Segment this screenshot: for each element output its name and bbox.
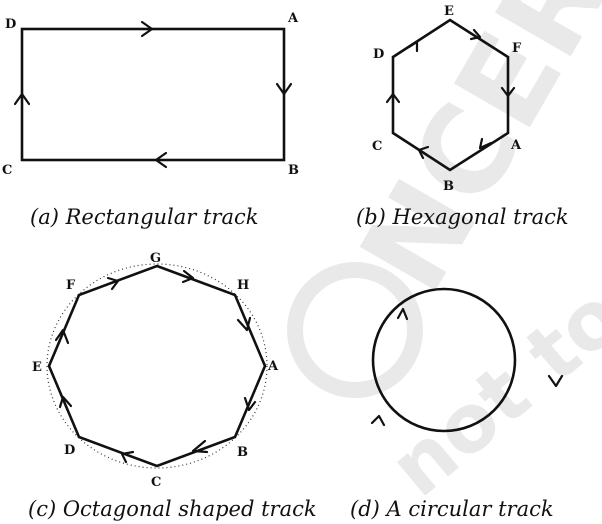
- caption-hexagonal: (b) Hexagonal track: [356, 205, 569, 229]
- vertex-label-b: B: [288, 163, 299, 178]
- octagon-track: [47, 264, 267, 468]
- dotted-reference-circle: [46, 263, 268, 469]
- arrow-top-right: [140, 20, 154, 38]
- hex-vertex-label-e: E: [444, 4, 454, 19]
- arrow-oct-b-c: [191, 439, 209, 454]
- arrow-hex-c-d: [385, 92, 401, 104]
- arrow-circle-left: [370, 414, 386, 427]
- circle-track: [371, 287, 517, 433]
- arrow-oct-e-f: [54, 328, 70, 345]
- arrow-oct-h-a: [236, 316, 252, 332]
- oct-vertex-label-c: C: [151, 475, 161, 490]
- watermark-copyright-ring: [287, 262, 423, 398]
- hex-vertex-label-f: F: [512, 41, 522, 56]
- arrow-hex-e-f: [469, 28, 482, 41]
- hex-vertex-label-d: D: [373, 47, 384, 62]
- oct-vertex-label-h: H: [237, 278, 249, 293]
- vertex-label-a: A: [287, 11, 299, 26]
- arrow-oct-c-d: [120, 450, 135, 464]
- rectangle-track: [20, 27, 286, 162]
- hex-vertex-label-c: C: [372, 139, 382, 154]
- oct-vertex-label-a: A: [267, 359, 279, 374]
- arrow-right-down: [275, 82, 293, 96]
- caption-rectangular: (a) Rectangular track: [30, 205, 258, 229]
- arrow-oct-a-b: [243, 396, 257, 412]
- circular-track-panel: (d) A circular track: [350, 287, 564, 521]
- caption-circular: (d) A circular track: [350, 497, 554, 521]
- arrow-hex-b-c: [417, 145, 430, 160]
- arrow-circle-top: [396, 307, 409, 321]
- hexagonal-track-panel: E F A B C D (b) Hexagonal track: [356, 4, 569, 229]
- oct-vertex-label-e: E: [32, 360, 42, 375]
- rectangular-track-panel: A B C D (a) Rectangular track: [2, 11, 299, 229]
- arrow-bottom-left: [154, 151, 168, 169]
- oct-vertex-label-f: F: [66, 278, 76, 293]
- arrow-hex-a-b: [478, 137, 493, 150]
- arrow-hex-f-a: [500, 86, 516, 98]
- oct-vertex-label-b: B: [237, 445, 248, 460]
- hex-vertex-label-a: A: [510, 138, 522, 153]
- watermark: © NCERT not to be republished: [287, 0, 602, 515]
- hexagon-track: [391, 18, 510, 172]
- arrow-left-up: [13, 92, 31, 106]
- arrow-oct-g-h: [181, 269, 195, 284]
- hex-vertex-label-b: B: [443, 179, 454, 194]
- octagonal-track-panel: G H A B C D E F (c) Octagonal shaped tra…: [28, 251, 317, 521]
- vertex-label-c: C: [2, 163, 12, 178]
- arrow-hex-d-e: [407, 40, 419, 53]
- vertex-label-d: D: [5, 17, 16, 32]
- oct-vertex-label-g: G: [150, 251, 161, 266]
- arrow-circle-right: [547, 374, 564, 388]
- oct-vertex-label-d: D: [64, 443, 75, 458]
- caption-octagonal: (c) Octagonal shaped track: [28, 497, 317, 521]
- arrow-oct-d-e: [58, 395, 73, 409]
- arrow-oct-f-g: [106, 276, 120, 291]
